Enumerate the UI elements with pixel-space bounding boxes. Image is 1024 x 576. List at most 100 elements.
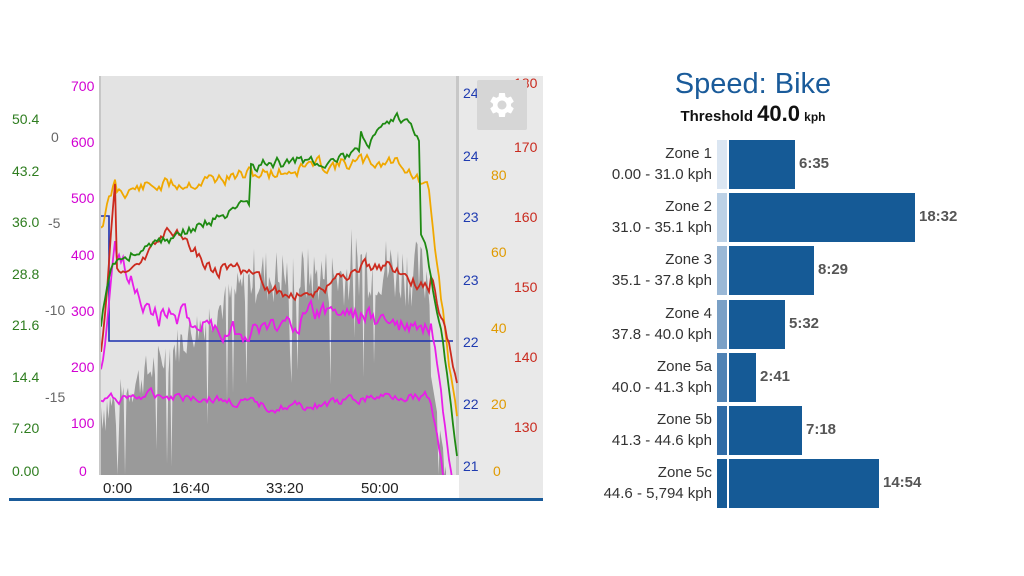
cadence-line bbox=[101, 153, 458, 417]
zone-range: 40.0 - 41.3 kph bbox=[611, 379, 712, 396]
axis-elevation-tick: -15 bbox=[45, 389, 66, 405]
axis-temperature-tick: 22 bbox=[463, 334, 479, 350]
axis-speed-tick: 7.20 bbox=[12, 420, 40, 436]
x-axis-tick: 16:40 bbox=[172, 480, 210, 497]
zone-time-label: 2:41 bbox=[760, 368, 791, 385]
x-axis-tick: 33:20 bbox=[266, 480, 304, 497]
zone-time-bar bbox=[729, 193, 915, 242]
threshold-label: Threshold bbox=[680, 108, 753, 125]
power-smoothed-line bbox=[101, 386, 444, 475]
axis-temperature-tick: 23 bbox=[463, 209, 479, 225]
x-axis-tick: 50:00 bbox=[361, 480, 399, 497]
axis-heartrate-tick: 130 bbox=[514, 419, 538, 435]
zone-time-bar bbox=[729, 140, 795, 189]
zone-label: Zone 5a 40.0 - 41.3 kph bbox=[612, 356, 712, 398]
zone-row[interactable]: Zone 2 31.0 - 35.1 kph 18:32 bbox=[580, 193, 1000, 242]
zone-range: 44.6 - 5,794 kph bbox=[603, 485, 712, 502]
zone-time-label: 7:18 bbox=[806, 421, 837, 438]
zone-time-bar bbox=[729, 246, 814, 295]
axis-heartrate-tick: 170 bbox=[514, 139, 538, 155]
zone-color-swatch bbox=[717, 353, 727, 402]
zone-name: Zone 2 bbox=[665, 198, 712, 215]
axis-speed-tick: 43.2 bbox=[12, 163, 40, 179]
zone-row[interactable]: Zone 1 0.00 - 31.0 kph 6:35 bbox=[580, 140, 1000, 189]
axis-heartrate-tick: 140 bbox=[514, 349, 538, 365]
axis-elevation-tick: 0 bbox=[51, 129, 59, 145]
axis-heartrate-tick: 150 bbox=[514, 279, 538, 295]
zone-label: Zone 1 0.00 - 31.0 kph bbox=[612, 143, 712, 185]
zone-label: Zone 3 35.1 - 37.8 kph bbox=[612, 249, 712, 291]
zone-color-swatch bbox=[717, 193, 727, 242]
zone-name: Zone 5c bbox=[657, 464, 712, 481]
axis-elevation-tick: -5 bbox=[48, 215, 61, 231]
threshold-unit: kph bbox=[804, 110, 826, 124]
zone-time-label: 18:32 bbox=[919, 208, 958, 225]
panel-bottom-rule bbox=[9, 498, 543, 501]
axis-power-tick: 0 bbox=[79, 463, 87, 479]
zone-range: 35.1 - 37.8 kph bbox=[611, 272, 712, 289]
zone-label: Zone 2 31.0 - 35.1 kph bbox=[612, 196, 712, 238]
activity-plot[interactable] bbox=[101, 76, 458, 475]
axis-temperature-tick: 23 bbox=[463, 272, 479, 288]
zone-label: Zone 5c 44.6 - 5,794 kph bbox=[604, 462, 712, 504]
axis-cadence-tick: 0 bbox=[493, 463, 501, 479]
zone-time-bar bbox=[729, 300, 785, 349]
axis-cadence-tick: 40 bbox=[491, 320, 507, 336]
zone-row[interactable]: Zone 3 35.1 - 37.8 kph 8:29 bbox=[580, 246, 1000, 295]
threshold-value: 40.0 bbox=[757, 101, 800, 126]
zone-color-swatch bbox=[717, 459, 727, 508]
axis-speed-tick: 28.8 bbox=[12, 266, 40, 282]
axis-temperature-tick: 21 bbox=[463, 458, 479, 474]
plot-right-band bbox=[459, 76, 543, 498]
threshold-line: Threshold 40.0 kph bbox=[600, 102, 906, 129]
zone-range: 0.00 - 31.0 kph bbox=[611, 166, 712, 183]
axis-temperature-tick: 24 bbox=[463, 85, 479, 101]
zone-time-bar bbox=[729, 459, 879, 508]
zone-name: Zone 3 bbox=[665, 251, 712, 268]
zone-time-label: 6:35 bbox=[799, 155, 830, 172]
axis-power-tick: 300 bbox=[71, 303, 95, 319]
chart-settings-button[interactable] bbox=[477, 80, 527, 130]
axis-cadence-tick: 60 bbox=[491, 244, 507, 260]
zones-title: Speed: Bike bbox=[674, 68, 832, 100]
axis-speed-tick: 14.4 bbox=[12, 369, 40, 385]
axis-power-tick: 200 bbox=[71, 359, 95, 375]
zone-label: Zone 5b 41.3 - 44.6 kph bbox=[612, 409, 712, 451]
axis-speed-tick: 36.0 bbox=[12, 214, 40, 230]
zone-row[interactable]: Zone 4 37.8 - 40.0 kph 5:32 bbox=[580, 300, 1000, 349]
zone-time-label: 14:54 bbox=[883, 474, 922, 491]
power-line bbox=[101, 241, 453, 475]
zone-color-swatch bbox=[717, 246, 727, 295]
speed-line bbox=[101, 111, 458, 457]
x-axis-tick: 0:00 bbox=[103, 480, 133, 497]
zone-range: 37.8 - 40.0 kph bbox=[611, 326, 712, 343]
axis-power-tick: 700 bbox=[71, 78, 95, 94]
zone-color-swatch bbox=[717, 406, 727, 455]
zone-time-bar bbox=[729, 353, 756, 402]
axis-power-tick: 500 bbox=[71, 190, 95, 206]
zone-color-swatch bbox=[717, 300, 727, 349]
axis-speed-tick: 21.6 bbox=[12, 317, 40, 333]
zone-range: 41.3 - 44.6 kph bbox=[611, 432, 712, 449]
zone-time-bar bbox=[729, 406, 802, 455]
axis-cadence-tick: 80 bbox=[491, 167, 507, 183]
plot-left-border bbox=[99, 76, 101, 475]
zone-name: Zone 5b bbox=[656, 411, 712, 428]
zone-name: Zone 4 bbox=[665, 305, 712, 322]
axis-elevation-tick: -10 bbox=[45, 302, 66, 318]
zone-row[interactable]: Zone 5c 44.6 - 5,794 kph 14:54 bbox=[580, 459, 1000, 508]
axis-power-tick: 100 bbox=[71, 415, 95, 431]
zone-name: Zone 5a bbox=[656, 358, 712, 375]
axis-power-tick: 600 bbox=[71, 134, 95, 150]
axis-speed-tick: 50.4 bbox=[12, 111, 40, 127]
zone-name: Zone 1 bbox=[665, 145, 712, 162]
zone-label: Zone 4 37.8 - 40.0 kph bbox=[612, 303, 712, 345]
heart-rate-line bbox=[101, 183, 458, 384]
zone-row[interactable]: Zone 5b 41.3 - 44.6 kph 7:18 bbox=[580, 406, 1000, 455]
axis-power-tick: 400 bbox=[71, 247, 95, 263]
zone-row[interactable]: Zone 5a 40.0 - 41.3 kph 2:41 bbox=[580, 353, 1000, 402]
axis-temperature-tick: 22 bbox=[463, 396, 479, 412]
zone-time-label: 8:29 bbox=[818, 261, 849, 278]
zone-time-label: 5:32 bbox=[789, 315, 820, 332]
zone-range: 31.0 - 35.1 kph bbox=[611, 219, 712, 236]
